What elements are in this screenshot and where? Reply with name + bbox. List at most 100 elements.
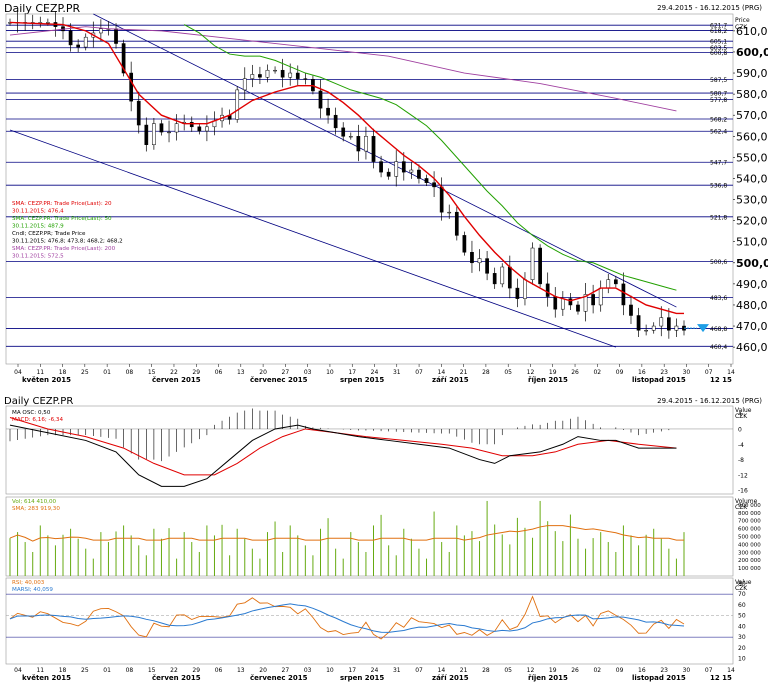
volume-tick-label: 500 000 xyxy=(738,535,761,541)
rsi-axis-unit: CZK xyxy=(735,585,748,592)
y-tick-label: 540,0 xyxy=(736,172,768,185)
candle-body xyxy=(318,90,323,109)
bottom-x-tick-label: 07 xyxy=(705,667,713,674)
x-tick-label: 05 xyxy=(504,369,512,376)
candle-body xyxy=(242,78,247,91)
bottom-x-tick-label: 16 xyxy=(638,667,646,674)
candle-body xyxy=(454,211,459,236)
rsi-legend-entry: RSI; 40,003 xyxy=(12,580,45,586)
candle-body xyxy=(258,74,262,78)
y-tick-label: 560,0 xyxy=(736,130,768,143)
legend-entry: SMA: CEZP.PR: Trade Price(Last): 200 xyxy=(12,246,116,252)
support-level-label: 580,7 xyxy=(710,91,727,98)
bottom-x-tick-label: 25 xyxy=(81,667,89,674)
candle-body xyxy=(129,72,134,102)
candle-body xyxy=(523,279,527,299)
x-tick-label: 13 xyxy=(237,369,245,376)
support-level-label: 468,8 xyxy=(710,326,727,333)
bottom-x-tick-label: 04 xyxy=(14,667,22,674)
x-tick-label: 17 xyxy=(348,369,356,376)
rsi-legend-entry: MARSI; 40,059 xyxy=(12,587,53,593)
bottom-x-tick-label: 29 xyxy=(192,667,200,674)
legend-entry: 30.11.2015; 487,9 xyxy=(12,224,64,230)
bottom-x-tick-label: 09 xyxy=(616,667,624,674)
x-tick-label: 16 xyxy=(638,369,646,376)
candle-body xyxy=(174,123,179,133)
x-tick-label: 14 xyxy=(438,369,446,376)
candle-body xyxy=(470,252,474,264)
bottom-x-month-label: říjen 2015 xyxy=(528,674,568,682)
candle-body xyxy=(326,107,330,116)
bottom-x-month-label: červenec 2015 xyxy=(250,674,308,682)
x-tick-label: 01 xyxy=(103,369,111,376)
x-tick-label: 14 xyxy=(727,369,735,376)
x-tick-label: 30 xyxy=(683,369,691,376)
candle-body xyxy=(477,258,482,264)
bottom-x-tick-label: 10 xyxy=(326,667,334,674)
x-tick-label: 23 xyxy=(660,369,668,376)
candle-body xyxy=(424,178,429,183)
x-tick-label: 07 xyxy=(415,369,423,376)
candle-body xyxy=(636,315,641,331)
x-tick-label: 15 xyxy=(148,369,156,376)
bottom-x-tick-label: 03 xyxy=(304,667,312,674)
legend-entry: 30.11.2015; 476,4 xyxy=(12,209,64,215)
y-tick-label: 500,0 xyxy=(736,257,768,270)
rsi-tick-label: 60 xyxy=(738,602,746,609)
candle-body xyxy=(68,30,73,46)
macd-tick-label: -8 xyxy=(738,457,744,464)
indicator-date-range: 29.4.2015 - 16.12.2015 (PRG) xyxy=(657,397,762,405)
x-tick-label: 20 xyxy=(259,369,267,376)
x-tick-label: 19 xyxy=(549,369,557,376)
x-tick-label: 26 xyxy=(571,369,579,376)
x-tick-label: 18 xyxy=(59,369,67,376)
x-tick-label: 24 xyxy=(371,369,379,376)
candle-body xyxy=(462,235,467,253)
macd-line xyxy=(9,424,677,487)
candle-body xyxy=(114,28,118,44)
volume-sma-line xyxy=(9,525,684,542)
indicator-title: Daily CEZP.PR xyxy=(4,396,74,407)
candle-body xyxy=(568,298,573,306)
candle-body xyxy=(265,69,270,78)
candle-body xyxy=(76,44,81,48)
bottom-x-tick-label: 15 xyxy=(148,667,156,674)
candle-body xyxy=(341,127,346,137)
legend-entry: 30.11.2015; 476,8; 473,8; 468,2; 468,2 xyxy=(12,239,123,245)
candle-body xyxy=(447,211,452,214)
y-tick-label: 530,0 xyxy=(736,194,768,207)
rsi-tick-label: 70 xyxy=(738,591,746,598)
support-level-label: 521,8 xyxy=(710,214,727,221)
bottom-x-tick-label: 21 xyxy=(460,667,468,674)
y-tick-label: 610,0 xyxy=(736,25,768,38)
rsi-tick-label: 40 xyxy=(738,623,746,630)
candle-body xyxy=(333,114,338,129)
candle-body xyxy=(644,330,648,332)
bottom-x-tick-label: 24 xyxy=(371,667,379,674)
rsi-tick-label: 80 xyxy=(738,580,746,587)
support-level-label: 536,8 xyxy=(710,183,727,190)
candle-body xyxy=(674,325,679,331)
bottom-x-tick-label: 31 xyxy=(393,667,401,674)
candle-body xyxy=(629,304,633,316)
bottom-x-tick-label: 26 xyxy=(571,667,579,674)
y-tick-label: 600,0 xyxy=(736,46,768,59)
candle-body xyxy=(583,294,588,312)
x-tick-label: 11 xyxy=(36,369,44,376)
bottom-x-tick-label: 06 xyxy=(215,667,223,674)
volume-tick-label: 300 000 xyxy=(738,550,761,556)
x-tick-label: 03 xyxy=(304,369,312,376)
candle-body xyxy=(651,325,656,331)
chart-title: Daily CEZP.PR xyxy=(4,2,81,15)
candle-body xyxy=(189,121,194,128)
macd-tick-label: -4 xyxy=(738,442,744,449)
trend-line-lower xyxy=(9,129,616,348)
bottom-x-tick-label: 23 xyxy=(660,667,668,674)
bottom-x-tick-label: 05 xyxy=(504,667,512,674)
macd-axis-unit: CZK xyxy=(735,413,748,420)
rsi-tick-label: 10 xyxy=(738,656,746,663)
candle-body xyxy=(591,294,595,306)
volume-tick-label: 700 000 xyxy=(738,519,761,525)
volume-tick-label: 200 000 xyxy=(738,558,761,564)
